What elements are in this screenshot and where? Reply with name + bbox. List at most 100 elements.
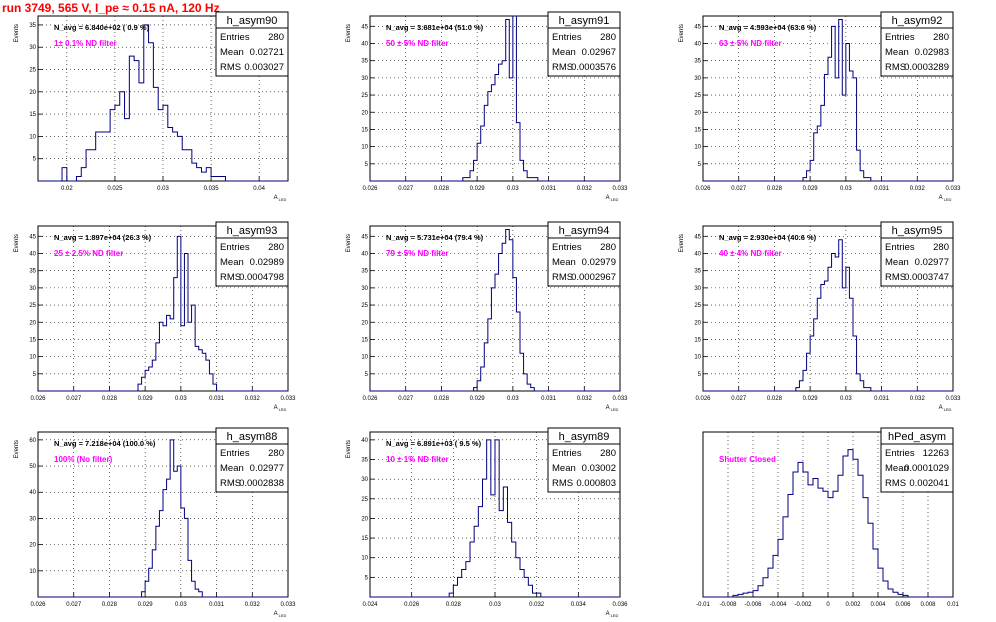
stat-label-entries: Entries <box>552 32 582 43</box>
histogram-panel-h_asym93: 0.026 0.027 0.028 0.029 0.03 0.031 0.032 0.033 5… <box>14 221 296 412</box>
stat-label-entries: Entries <box>220 32 250 43</box>
x-tick-label: 0.035 <box>204 186 220 192</box>
stat-label-mean: Mean <box>220 463 244 474</box>
y-tick-label: 5 <box>33 157 37 163</box>
stat-value-entries: 280 <box>268 32 284 43</box>
x-tick-label: 0.031 <box>541 186 557 192</box>
stats-box <box>880 427 954 493</box>
y-tick-label: 20 <box>361 110 368 116</box>
y-tick-label: 35 <box>29 23 36 29</box>
y-tick-label: 20 <box>29 90 36 96</box>
y-tick-label: 35 <box>694 269 701 275</box>
y-tick-label: 10 <box>29 134 36 140</box>
stats-box-title: h_asym90 <box>227 15 278 27</box>
x-tick-label: 0.026 <box>362 396 378 402</box>
stats-box <box>215 11 289 77</box>
y-tick-label: 35 <box>361 269 368 275</box>
x-tick-label: 0.01 <box>947 602 959 608</box>
histogram-outline <box>38 439 288 598</box>
histogram-panel-h_asym94: 0.026 0.027 0.028 0.029 0.03 0.031 0.032 0.033 5… <box>346 221 628 412</box>
stats-box <box>880 221 954 287</box>
stat-value-entries: 12263 <box>923 448 949 459</box>
y-tick-label: 5 <box>698 162 702 168</box>
x-tick-label: 0.03 <box>840 396 852 402</box>
histogram-outline <box>370 228 620 392</box>
x-tick-label: 0.027 <box>731 186 747 192</box>
stat-label-rms: RMS <box>220 478 241 489</box>
stat-value-mean: 0.02977 <box>915 257 949 268</box>
histogram-panel-h_asym90: 0.02 0.025 0.03 0.035 0.04 5 10 15 20 25 30 35 Event… <box>14 11 289 202</box>
x-tick-label: 0.033 <box>945 396 961 402</box>
x-tick-label: 0.027 <box>66 602 82 608</box>
x-tick-label: 0.029 <box>470 186 486 192</box>
x-tick-label: 0.029 <box>803 396 819 402</box>
x-tick-label: 0.03 <box>507 186 519 192</box>
x-tick-label: 0.034 <box>571 602 587 608</box>
x-tick-label: 0.032 <box>529 602 545 608</box>
histogram-outline <box>38 24 288 182</box>
y-tick-label: 35 <box>361 458 368 464</box>
x-tick-label: 0.028 <box>767 396 783 402</box>
plot-frame <box>369 225 621 392</box>
stat-value-entries: 280 <box>268 242 284 253</box>
stat-label-mean: Mean <box>552 257 576 268</box>
histogram-panel-h_asym91: 0.026 0.027 0.028 0.029 0.03 0.031 0.032 0.033 5… <box>346 11 628 202</box>
histogram-outline <box>370 15 620 182</box>
y-tick-label: 10 <box>29 355 36 361</box>
x-axis-label: ALED <box>606 611 619 618</box>
stat-value-mean: 0.02983 <box>915 47 949 58</box>
histogram-outline <box>370 439 620 598</box>
histogram-panel-hPed_asym: -0.01 -0.008 -0.006 -0.004 -0.002 0 0.002 0.004… <box>696 427 959 608</box>
stat-label-mean: Mean <box>552 47 576 58</box>
y-tick-label: 40 <box>361 438 368 444</box>
x-tick-label: 0.031 <box>541 396 557 402</box>
stat-value-rms: 0.0003747 <box>904 272 949 283</box>
y-tick-label: 25 <box>694 93 701 99</box>
x-tick-label: 0.027 <box>731 396 747 402</box>
stat-value-mean: 0.02967 <box>582 47 616 58</box>
x-tick-label: 0.026 <box>30 602 46 608</box>
stat-value-entries: 280 <box>268 448 284 459</box>
x-tick-label: 0.004 <box>870 602 886 608</box>
stat-value-mean: 0.02979 <box>582 257 616 268</box>
x-tick-label: 0.028 <box>434 186 450 192</box>
stats-box <box>547 221 621 287</box>
x-tick-label: 0.03 <box>489 602 501 608</box>
y-tick-label: 35 <box>361 59 368 65</box>
x-tick-label: 0.029 <box>803 186 819 192</box>
filter-label: 1± 0.1% ND filter <box>54 39 117 48</box>
stat-value-entries: 280 <box>600 32 616 43</box>
y-axis-label: Events <box>679 24 685 42</box>
navg-label: N_avg = 4.593e+04 (63.6 %) <box>719 23 817 32</box>
x-tick-label: 0.032 <box>910 186 926 192</box>
x-axis-label: ALED <box>274 195 287 202</box>
y-tick-label: 5 <box>698 372 702 378</box>
y-tick-label: 50 <box>29 464 36 470</box>
stat-label-rms: RMS <box>552 272 573 283</box>
x-axis-label: ALED <box>939 195 952 202</box>
y-tick-label: 30 <box>29 286 36 292</box>
stat-label-rms: RMS <box>552 62 573 73</box>
y-tick-label: 40 <box>29 252 36 258</box>
x-tick-label: 0.006 <box>895 602 911 608</box>
filter-label: 79 ± 5% ND filter <box>386 249 449 258</box>
stat-label-entries: Entries <box>220 448 250 459</box>
histogram-panel-h_asym88: 0.026 0.027 0.028 0.029 0.03 0.031 0.032 0.033 1… <box>14 427 296 618</box>
stat-label-entries: Entries <box>885 448 915 459</box>
run-title: run 3749, 565 V, I_pe ≈ 0.15 nA, 120 Hz <box>2 1 220 15</box>
y-tick-label: 45 <box>361 24 368 30</box>
stat-label-mean: Mean <box>885 257 909 268</box>
stat-value-rms: 0.003027 <box>244 62 284 73</box>
x-axis-label: ALED <box>274 611 287 618</box>
plot-frame <box>37 431 289 598</box>
y-tick-label: 30 <box>29 45 36 51</box>
stat-value-mean: 0.02721 <box>250 47 284 58</box>
stats-box <box>547 11 621 77</box>
histogram-outline <box>38 235 288 392</box>
x-tick-label: 0.033 <box>280 396 296 402</box>
stat-value-entries: 280 <box>600 448 616 459</box>
y-axis-label: Events <box>679 234 685 252</box>
stat-label-mean: Mean <box>220 257 244 268</box>
y-tick-label: 20 <box>29 543 36 549</box>
